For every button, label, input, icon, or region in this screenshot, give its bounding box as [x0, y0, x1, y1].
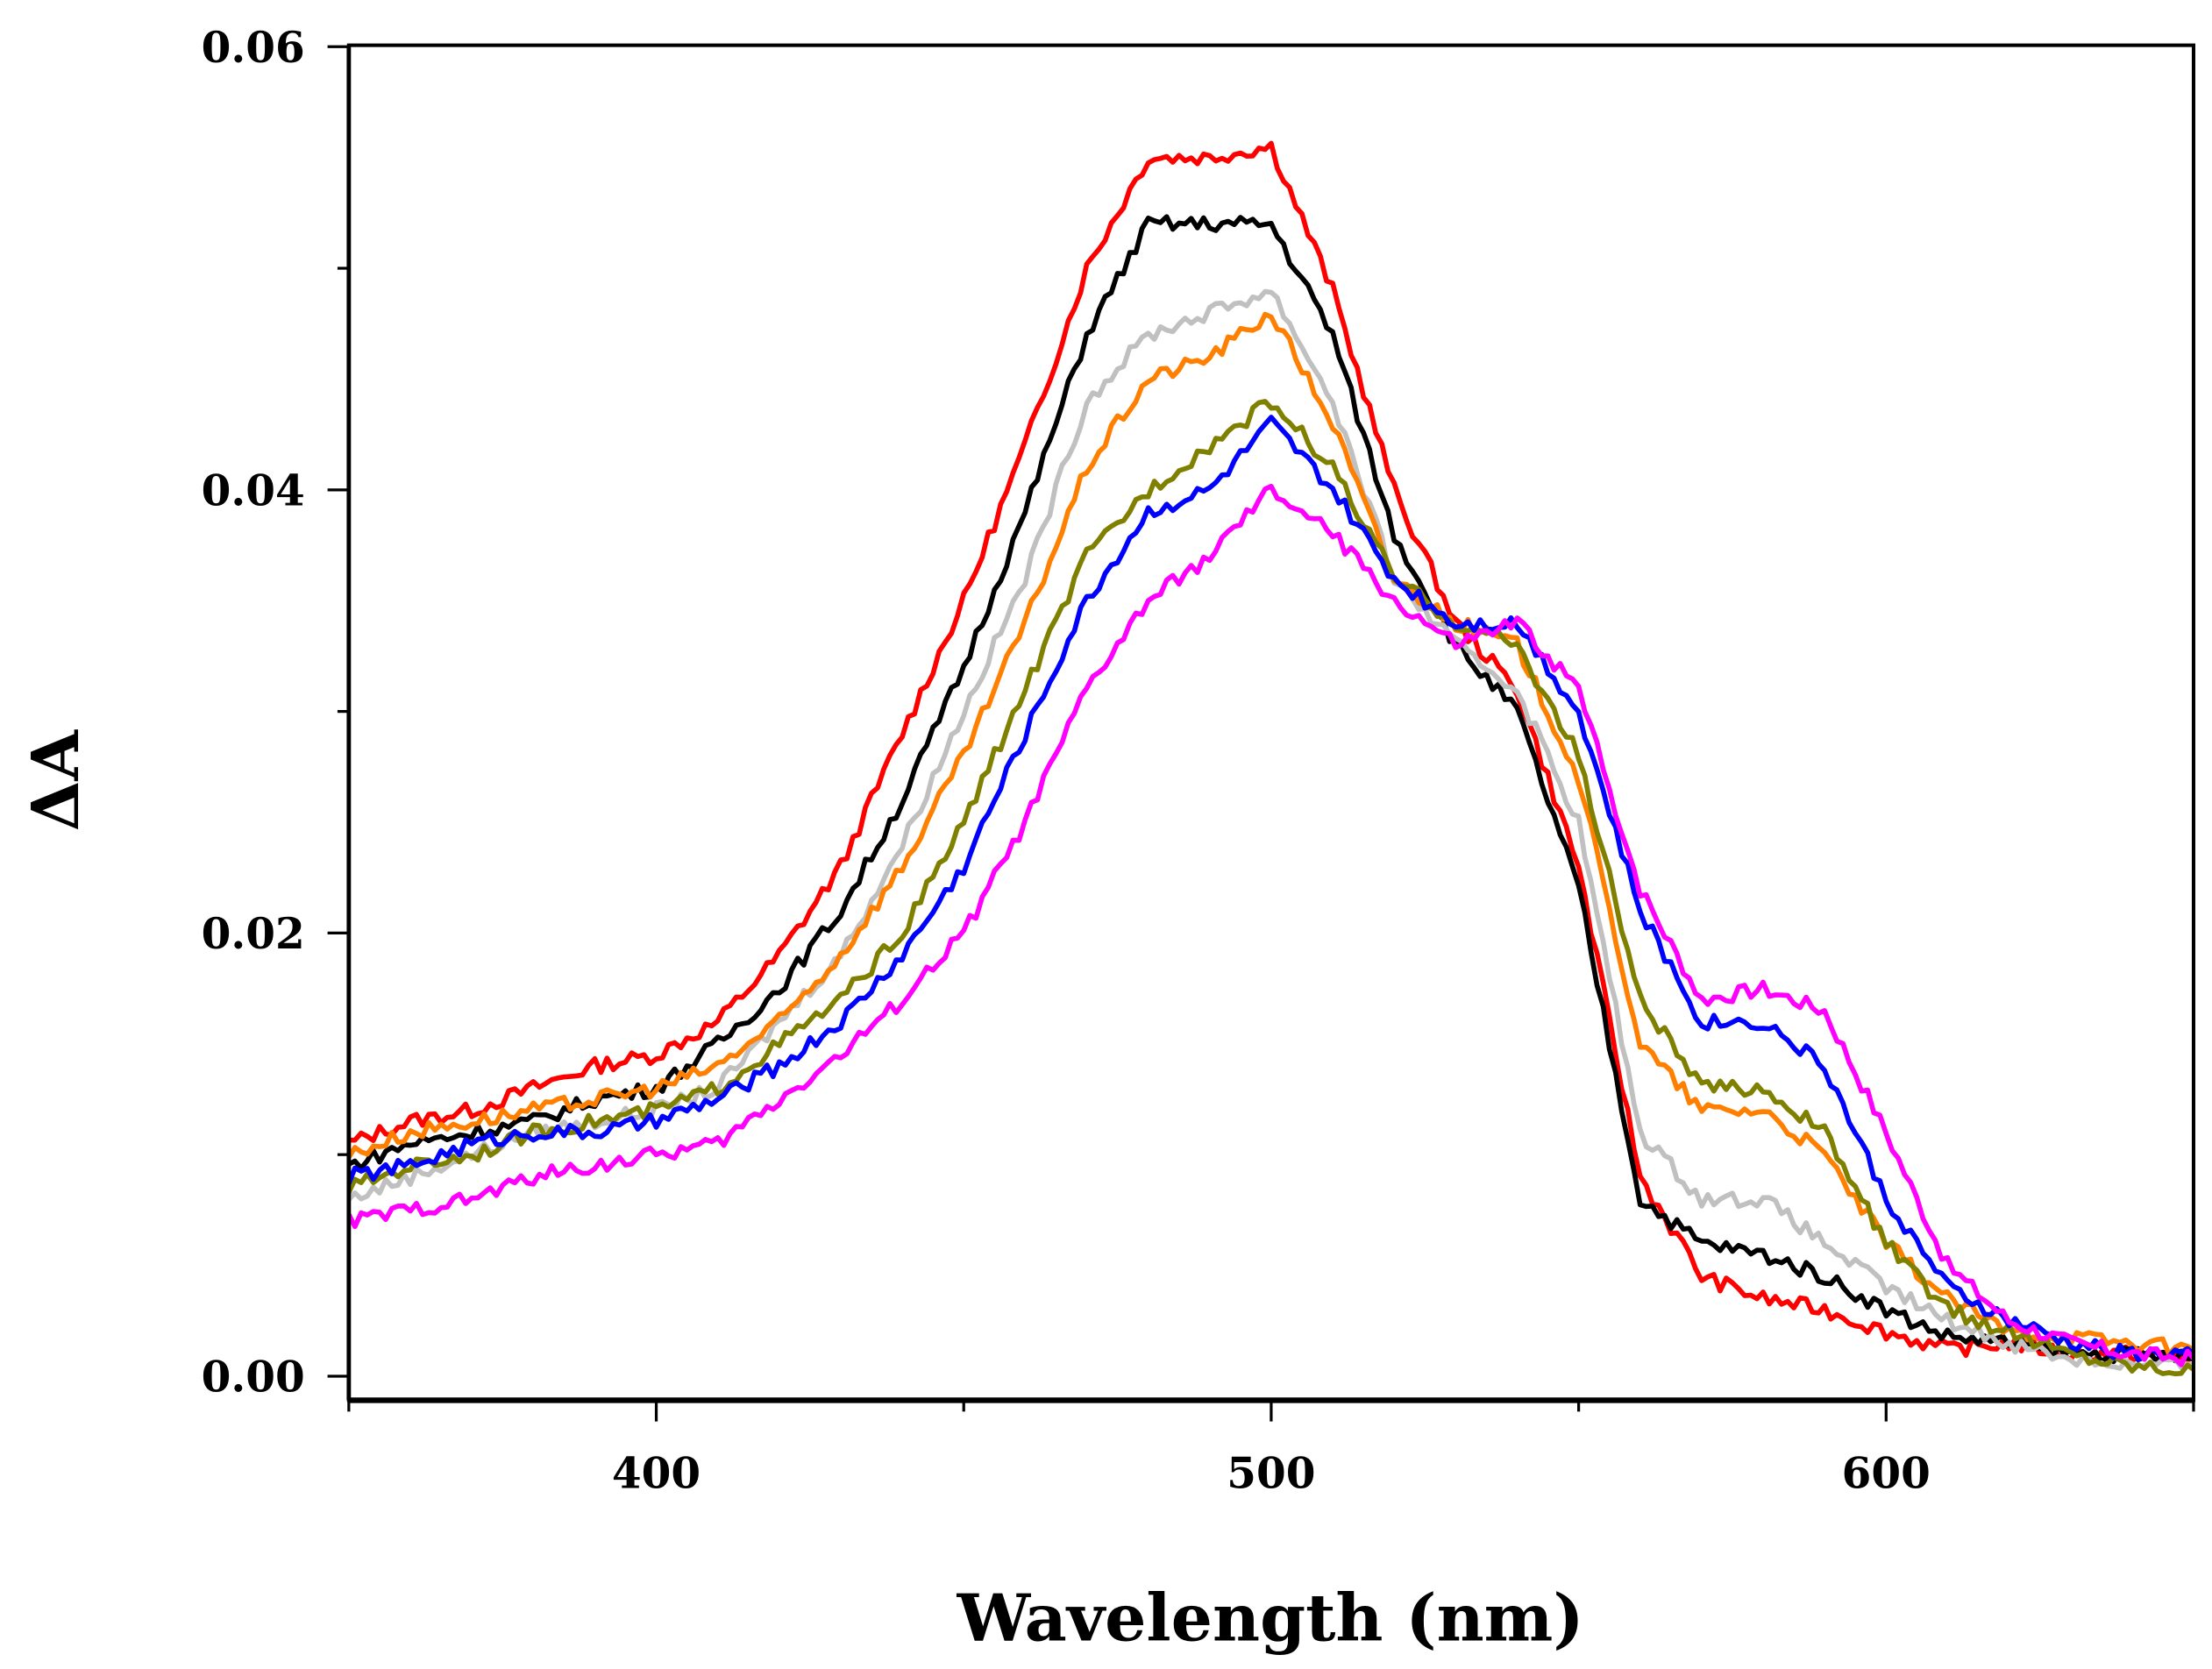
series-line-red — [348, 140, 2194, 1363]
series-layer — [346, 140, 2196, 1377]
y-axis-title: ΔA — [17, 729, 94, 832]
y-tick-label: 0.02 — [202, 909, 305, 959]
y-tick-label: 0.04 — [202, 466, 305, 516]
x-axis-title: Wavelength (nm) — [957, 1580, 1584, 1657]
series-line-magenta — [346, 483, 2196, 1367]
series-line-black — [347, 214, 2194, 1365]
y-tick-label: 0.06 — [202, 23, 305, 73]
ticks-layer: 400 500 600 0.00 0.02 0.04 0.06 — [202, 23, 2195, 1499]
series-line-gray — [346, 288, 2194, 1371]
x-tick-label: 600 — [1842, 1449, 1931, 1499]
x-tick-label: 400 — [612, 1449, 701, 1499]
series-line-olive — [346, 399, 2195, 1377]
y-tick-label: 0.00 — [202, 1353, 305, 1403]
x-tick-label: 500 — [1227, 1449, 1315, 1499]
series-line-blue — [346, 415, 2195, 1363]
